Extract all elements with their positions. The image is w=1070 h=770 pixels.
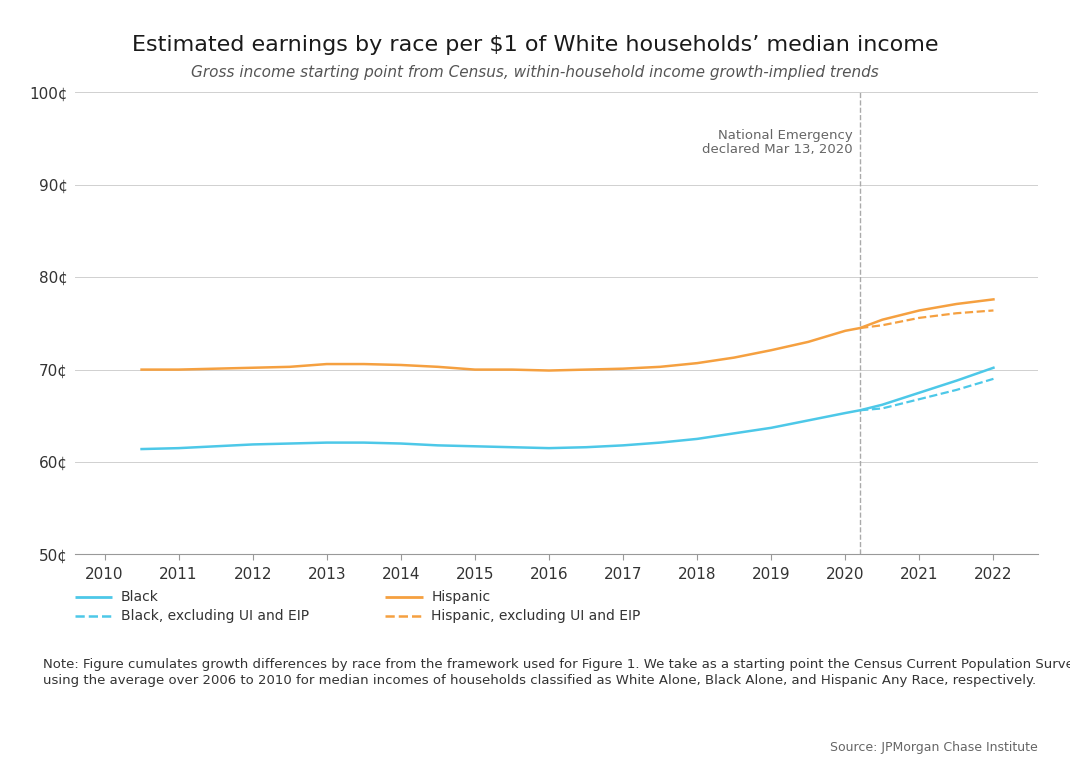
Text: Hispanic: Hispanic	[431, 590, 490, 604]
Text: using the average over 2006 to 2010 for median incomes of households classified : using the average over 2006 to 2010 for …	[43, 674, 1036, 687]
Text: Black, excluding UI and EIP: Black, excluding UI and EIP	[121, 609, 309, 623]
Text: Estimated earnings by race per $1 of White households’ median income: Estimated earnings by race per $1 of Whi…	[132, 35, 938, 55]
Text: Gross income starting point from Census, within-household income growth-implied : Gross income starting point from Census,…	[192, 65, 878, 80]
Text: Black: Black	[121, 590, 158, 604]
Text: National Emergency: National Emergency	[718, 129, 853, 142]
Text: Note: Figure cumulates growth differences by race from the framework used for Fi: Note: Figure cumulates growth difference…	[43, 658, 1070, 671]
Text: declared Mar 13, 2020: declared Mar 13, 2020	[702, 143, 853, 156]
Text: Hispanic, excluding UI and EIP: Hispanic, excluding UI and EIP	[431, 609, 641, 623]
Text: Source: JPMorgan Chase Institute: Source: JPMorgan Chase Institute	[830, 741, 1038, 754]
